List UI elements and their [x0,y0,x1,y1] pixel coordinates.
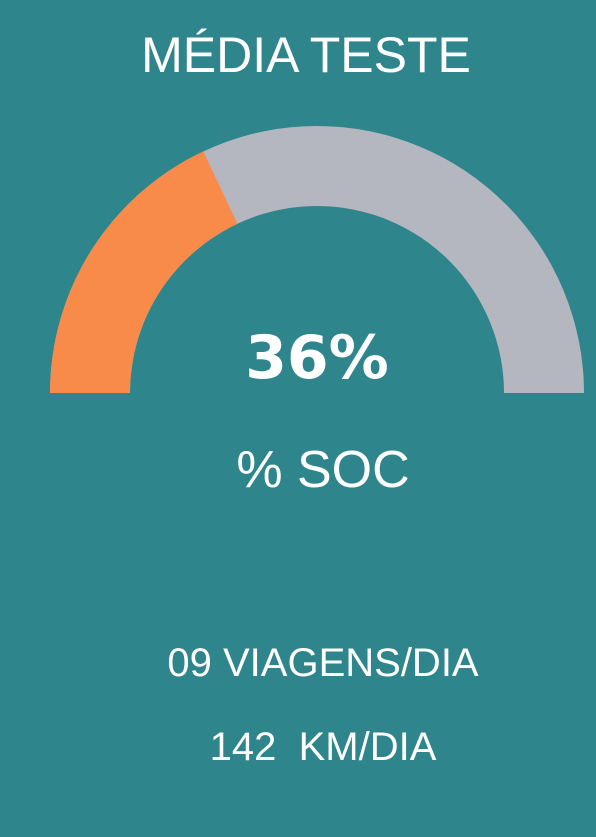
value-label: 36% [245,323,389,393]
annotation: 142 KM/DIA [210,725,437,769]
gauge-label: % SOC [236,441,409,499]
gauge-value [50,151,238,393]
annotation: 09 VIAGENS/DIA [167,641,479,685]
chart-title: MÉDIA TESTE [141,27,471,83]
